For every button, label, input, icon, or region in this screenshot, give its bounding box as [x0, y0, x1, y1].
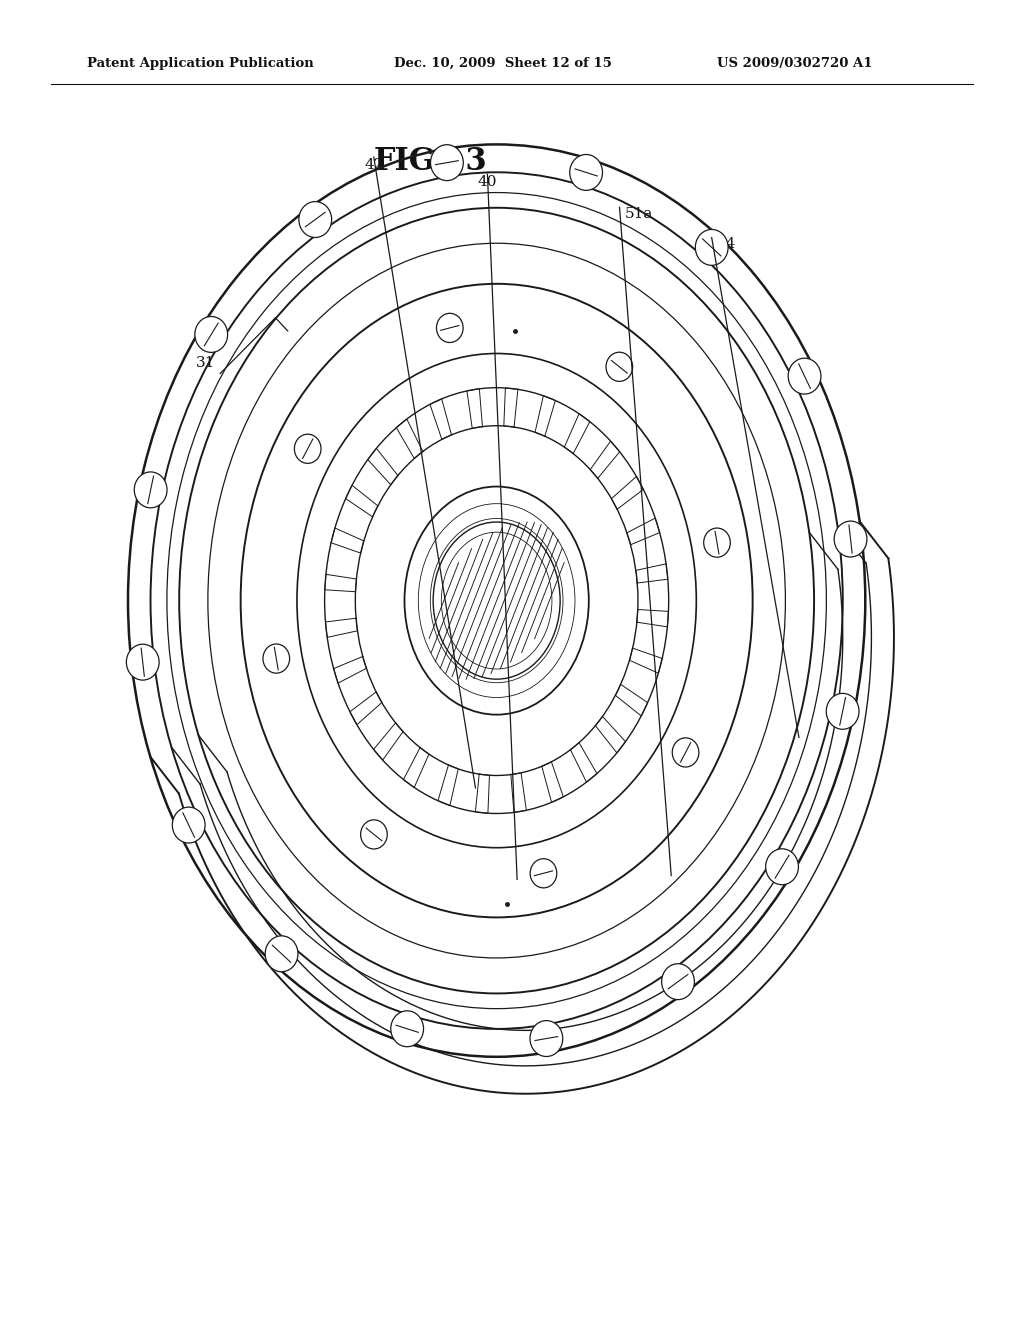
Ellipse shape: [265, 936, 298, 972]
Ellipse shape: [134, 473, 167, 508]
Ellipse shape: [172, 807, 205, 843]
Text: 40: 40: [477, 176, 498, 189]
Ellipse shape: [695, 230, 728, 265]
Ellipse shape: [766, 849, 799, 884]
Ellipse shape: [430, 145, 463, 181]
Ellipse shape: [299, 202, 332, 238]
Text: 42: 42: [364, 158, 384, 172]
Text: Patent Application Publication: Patent Application Publication: [87, 57, 313, 70]
Ellipse shape: [436, 313, 463, 342]
Ellipse shape: [360, 820, 387, 849]
Ellipse shape: [126, 644, 159, 680]
Ellipse shape: [530, 1020, 563, 1056]
Ellipse shape: [788, 358, 821, 395]
Text: Dec. 10, 2009  Sheet 12 of 15: Dec. 10, 2009 Sheet 12 of 15: [394, 57, 612, 70]
Ellipse shape: [530, 859, 557, 888]
Ellipse shape: [673, 738, 699, 767]
Ellipse shape: [294, 434, 321, 463]
Text: 31: 31: [196, 356, 215, 370]
Ellipse shape: [391, 1011, 424, 1047]
Text: FIG.13: FIG.13: [373, 145, 487, 177]
Text: US 2009/0302720 A1: US 2009/0302720 A1: [717, 57, 872, 70]
Ellipse shape: [835, 521, 867, 557]
Ellipse shape: [703, 528, 730, 557]
Text: 51a: 51a: [625, 207, 653, 220]
Ellipse shape: [263, 644, 290, 673]
Ellipse shape: [569, 154, 602, 190]
Ellipse shape: [826, 693, 859, 729]
Text: 34: 34: [717, 238, 736, 251]
Ellipse shape: [662, 964, 694, 999]
Ellipse shape: [606, 352, 633, 381]
Ellipse shape: [195, 317, 227, 352]
Ellipse shape: [128, 144, 865, 1057]
